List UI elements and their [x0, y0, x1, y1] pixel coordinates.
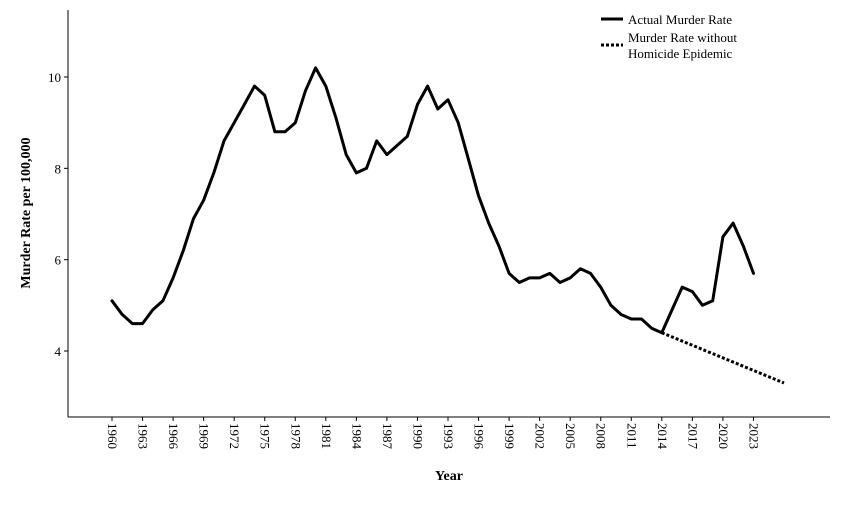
x-tick-label: 1978 — [288, 423, 303, 449]
x-tick-label: 1993 — [441, 423, 456, 449]
x-tick-label: 1960 — [105, 423, 120, 449]
series-line-actual — [110, 66, 755, 335]
x-axis-title: Year — [435, 469, 463, 484]
legend-label-counterfactual-line-2: Homicide Epidemic — [628, 46, 733, 61]
legend: Actual Murder Rate Murder Rate without H… — [601, 12, 737, 61]
x-tick-label: 2023 — [746, 423, 761, 449]
x-tick-label: 2017 — [685, 423, 700, 450]
x-tick-label: 1999 — [502, 423, 517, 449]
x-tick-label: 2014 — [655, 423, 670, 450]
x-tick-label: 1987 — [380, 423, 395, 450]
x-axis-ticks: 1960 1963 1966 1969 1972 1975 1978 1981 1984 1987… — [105, 417, 761, 450]
axes — [67, 10, 830, 418]
x-tick-label: 1972 — [227, 423, 242, 449]
x-tick-label: 1996 — [472, 423, 487, 450]
legend-label-counterfactual-line-1: Murder Rate without — [628, 30, 737, 45]
y-tick-label: 8 — [55, 161, 62, 176]
series-line-counterfactual — [661, 331, 785, 385]
y-tick-label: 10 — [48, 70, 61, 85]
x-tick-label: 1969 — [197, 423, 212, 449]
x-tick-label: 1990 — [410, 423, 425, 449]
x-tick-label: 2002 — [533, 423, 548, 449]
y-tick-label: 6 — [55, 253, 62, 268]
x-tick-label: 1981 — [319, 423, 334, 449]
legend-label-actual: Actual Murder Rate — [628, 12, 732, 27]
y-axis-ticks: 4 6 8 10 — [48, 70, 68, 359]
x-tick-label: 2005 — [563, 423, 578, 449]
x-tick-label: 2020 — [716, 423, 731, 449]
x-tick-label: 1984 — [349, 423, 364, 450]
x-tick-label: 1966 — [166, 423, 181, 450]
x-tick-label: 1975 — [258, 423, 273, 449]
y-axis-title: Murder Rate per 100,000 — [19, 137, 34, 288]
x-tick-label: 2011 — [624, 423, 639, 449]
x-tick-label: 2008 — [594, 423, 609, 449]
series-layer — [110, 66, 785, 385]
x-tick-label: 1963 — [136, 423, 151, 449]
y-tick-label: 4 — [55, 344, 62, 359]
